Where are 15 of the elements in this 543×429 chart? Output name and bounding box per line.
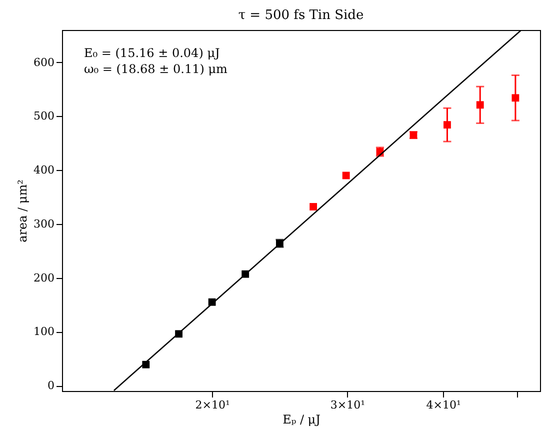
y-tick-label: 500 (34, 110, 54, 123)
x-axis-title: Eₚ / μJ (282, 412, 321, 426)
y-tick-label: 400 (34, 164, 54, 177)
x-tick-label: 4×10¹ (426, 398, 461, 412)
y-tick-label: 600 (34, 56, 54, 69)
chart-title: τ = 500 fs Tin Side (238, 8, 364, 23)
x-tick-label: 2×10¹ (195, 398, 230, 412)
y-tick-label: 100 (34, 325, 54, 338)
y-axis-title: area / μm² (16, 179, 30, 242)
x-tick-label: 3×10¹ (330, 398, 366, 412)
y-tick-label: 0 (48, 379, 54, 392)
y-tick-label: 300 (34, 217, 54, 230)
annotation: E₀ = (15.16 ± 0.04) μJ (84, 46, 220, 60)
y-tick-label: 200 (34, 271, 54, 284)
annotation: ω₀ = (18.68 ± 0.11) μm (84, 62, 228, 76)
